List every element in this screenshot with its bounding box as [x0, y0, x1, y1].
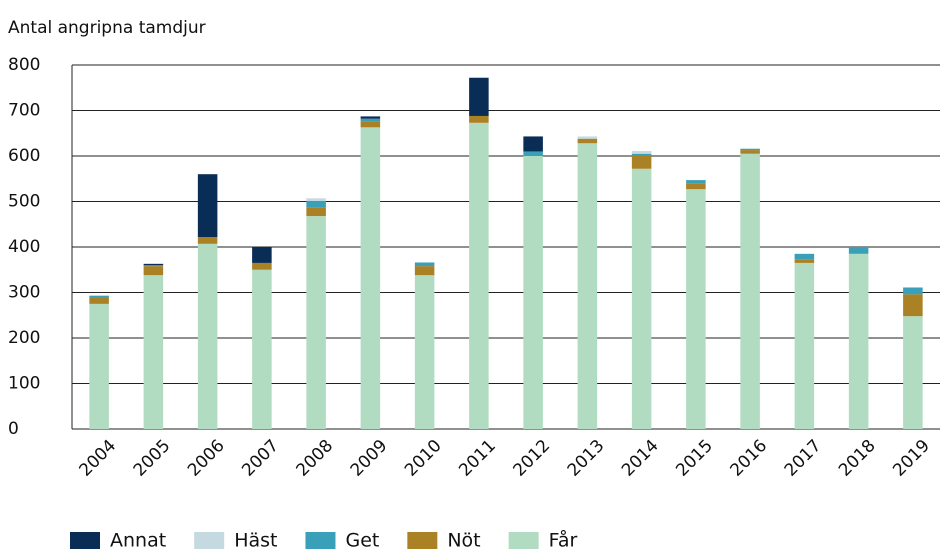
x-tick-label: 2013	[564, 436, 609, 481]
bar-segment	[631, 150, 652, 154]
legend-swatch	[508, 532, 539, 549]
bar-segment	[306, 201, 326, 208]
bar-segment	[252, 269, 272, 429]
bar-segment	[143, 266, 164, 276]
bar-segment	[143, 265, 164, 267]
x-tick-label: 2004	[75, 436, 120, 481]
x-tick-label: 2018	[835, 436, 880, 481]
bar-segment	[252, 247, 272, 263]
x-tick-label: 2010	[401, 436, 446, 481]
x-tick-label: 2008	[292, 436, 337, 481]
bar-segment	[469, 115, 489, 123]
legend-label: Get	[345, 530, 379, 552]
bar-segment	[523, 136, 543, 152]
bar-segment	[631, 153, 652, 156]
bar-segment	[360, 127, 381, 430]
y-axis-label: Antal angripna tamdjur	[8, 18, 206, 38]
bar-segment	[740, 150, 760, 154]
bar-segment	[89, 297, 109, 304]
bar-segment	[360, 118, 381, 122]
bar-segment	[89, 295, 109, 298]
legend-swatch	[194, 532, 225, 549]
bar-segment	[686, 189, 706, 429]
y-tick-label: 400	[8, 237, 40, 257]
x-tick-label: 2017	[781, 436, 826, 481]
y-tick-label: 100	[8, 374, 40, 394]
bar-segment	[903, 287, 923, 295]
bar-segment	[469, 122, 489, 429]
legend-label: Får	[549, 529, 578, 552]
bar-segment	[469, 77, 489, 116]
x-tick-label: 2012	[509, 436, 554, 481]
x-tick-label: 2007	[238, 436, 283, 481]
bar-segment	[306, 216, 326, 429]
legend-swatch	[305, 532, 336, 549]
legend-label: Häst	[234, 530, 277, 552]
legend-swatch	[407, 532, 438, 549]
bar-segment	[143, 263, 164, 266]
y-tick-label: 0	[8, 419, 19, 439]
bar-segment	[686, 180, 706, 184]
x-tick-label: 2006	[184, 436, 229, 481]
legend-label: Annat	[110, 530, 166, 552]
bar-segment	[631, 168, 652, 430]
bar-segment	[631, 156, 652, 169]
bar-segment	[89, 303, 109, 429]
bar-segment	[414, 262, 435, 267]
y-tick-label: 600	[8, 146, 40, 166]
bar-segment	[197, 174, 218, 237]
bar-segment	[197, 236, 218, 244]
bar-segment	[848, 253, 869, 429]
bar-segment	[740, 153, 760, 429]
bar-segment	[143, 275, 164, 429]
bar-segment	[740, 148, 760, 151]
bar-segment	[794, 259, 815, 263]
y-tick-label: 700	[8, 101, 40, 121]
bar-segment	[306, 198, 326, 202]
bar-segment	[577, 143, 598, 429]
y-tick-label: 300	[8, 283, 40, 303]
bar-segment	[252, 262, 272, 270]
x-tick-label: 2011	[455, 436, 500, 481]
x-tick-label: 2014	[618, 436, 663, 481]
bar-segment	[577, 138, 598, 144]
bar-segment	[794, 262, 815, 429]
bar-segment	[577, 136, 598, 139]
legend-swatch	[70, 532, 100, 549]
y-tick-label: 200	[8, 328, 40, 348]
x-tick-label: 2015	[672, 436, 717, 481]
bar-segment	[523, 156, 543, 429]
bar-segment	[306, 207, 326, 217]
x-tick-label: 2019	[889, 436, 934, 481]
x-tick-label: 2005	[130, 436, 175, 481]
bar-segment	[414, 275, 435, 429]
bar-segment	[360, 116, 381, 119]
bar-segment	[197, 243, 218, 429]
bar-segment	[414, 266, 435, 276]
y-tick-label: 500	[8, 192, 40, 212]
bar-segment	[848, 247, 869, 254]
bar-segment	[903, 316, 923, 429]
bar-segment	[794, 253, 815, 260]
x-tick-label: 2009	[347, 436, 392, 481]
bar-segment	[686, 183, 706, 190]
y-tick-label: 800	[8, 55, 40, 75]
bar-segment	[523, 151, 543, 156]
bar-segment	[903, 294, 923, 317]
legend-label: Nöt	[447, 530, 480, 552]
x-tick-label: 2016	[726, 436, 771, 481]
bar-segment	[360, 121, 381, 128]
